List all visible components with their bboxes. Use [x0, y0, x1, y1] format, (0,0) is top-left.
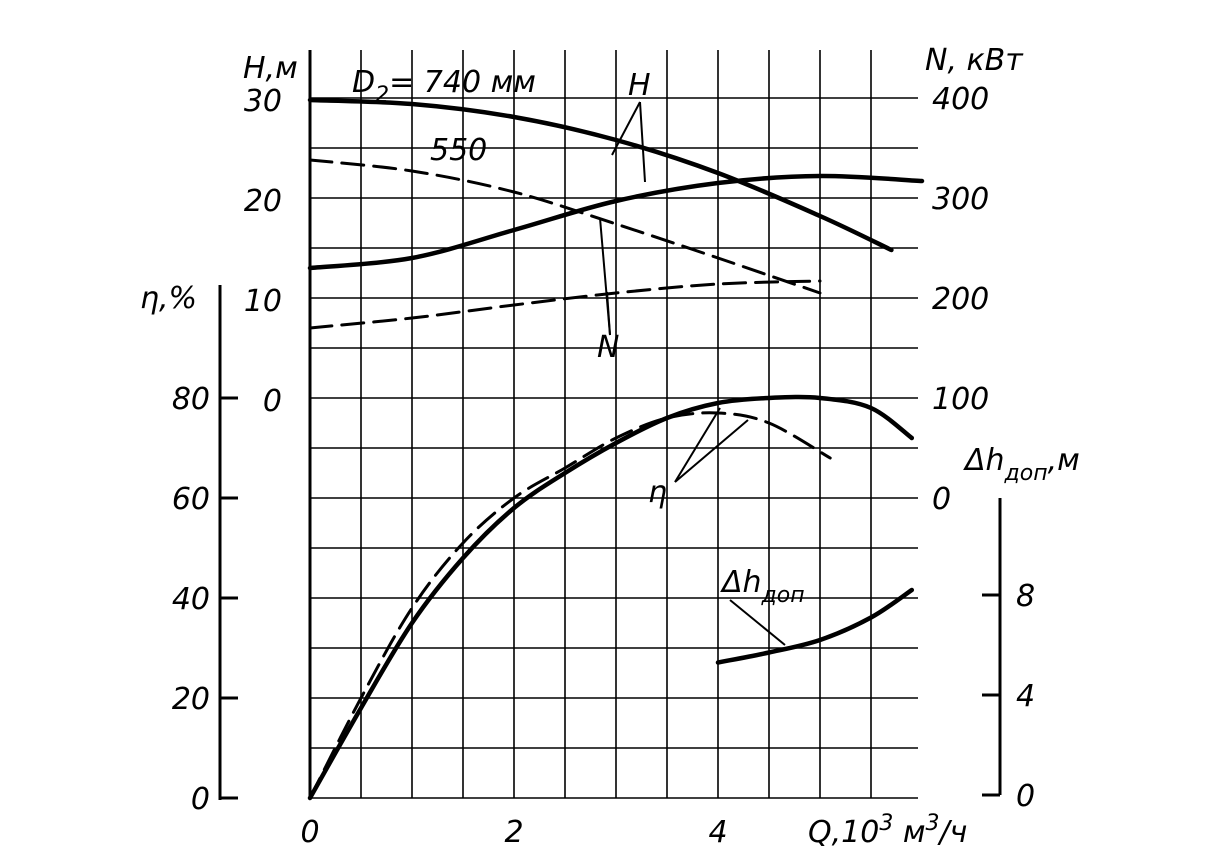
npsh-axis-label: Δhдоп,м — [963, 443, 1080, 486]
head-axis-label: H,м — [243, 51, 298, 86]
head-solid-curve — [307, 97, 894, 253]
power-tick-label: 100 — [932, 382, 989, 417]
diameter-740-label: D2= 740 мм — [352, 65, 536, 108]
curves — [307, 97, 925, 801]
efficiency-tick-label: 20 — [172, 682, 210, 717]
head-leader-2 — [639, 101, 646, 183]
efficiency-solid-curve — [307, 394, 915, 801]
npsh-tick-label: 0 — [1016, 779, 1035, 814]
head-tick-label: 20 — [244, 184, 282, 219]
efficiency-tick-label: 80 — [172, 382, 210, 417]
diameter-550-label: 550 — [430, 133, 487, 168]
x-axis-label: Q,103 м3/ч — [808, 811, 967, 850]
head-tick-label: 30 — [244, 84, 282, 119]
grid — [309, 50, 918, 799]
power-tick-label: 0 — [932, 482, 951, 517]
axes — [218, 50, 1002, 800]
npsh-solid-curve — [715, 587, 915, 665]
leader-lines — [599, 101, 786, 646]
x-tick-label: 0 — [300, 815, 319, 850]
efficiency-tick-label: 0 — [191, 782, 210, 817]
power-leader-2 — [606, 291, 611, 336]
power-tick-label: 400 — [932, 82, 989, 117]
head-tick-label: 10 — [244, 284, 282, 319]
head-leader-1 — [611, 101, 641, 156]
power-axis-label: N, кВт — [925, 43, 1024, 78]
power-curve-label: N — [597, 330, 619, 365]
x-tick-label: 2 — [504, 815, 523, 850]
npsh-tick-label: 8 — [1016, 579, 1035, 614]
power-dashed-curve — [308, 279, 822, 330]
efficiency-curve-label: η — [648, 475, 667, 510]
efficiency-tick-label: 40 — [172, 582, 210, 617]
head-curve-label: H — [628, 68, 651, 103]
efficiency-dashed-curve — [308, 411, 832, 800]
npsh-curve-label: Δhдоп — [720, 565, 805, 608]
power-tick-label: 300 — [932, 182, 989, 217]
eta-leader-1 — [674, 407, 721, 483]
power-tick-label: 200 — [932, 282, 989, 317]
x-tick-label: 4 — [708, 815, 727, 850]
npsh-leader — [729, 599, 786, 646]
power-solid-curve — [307, 173, 925, 271]
head-dashed-curve — [308, 158, 822, 295]
head-tick-label: 0 — [263, 384, 282, 419]
efficiency-tick-label: 60 — [172, 482, 210, 517]
npsh-tick-label: 4 — [1016, 679, 1035, 714]
eta-leader-2 — [674, 419, 749, 483]
efficiency-axis-label: η,% — [140, 281, 197, 316]
